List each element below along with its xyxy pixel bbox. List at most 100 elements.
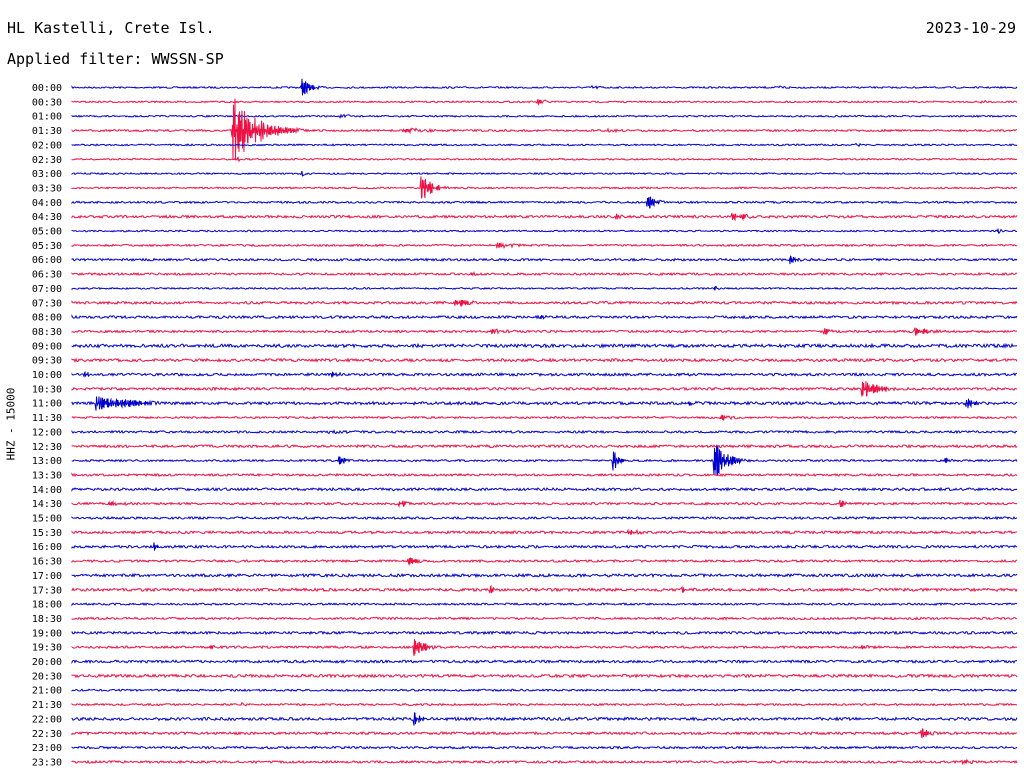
row-time-label: 11:00 (32, 399, 62, 410)
seismic-trace (71, 212, 1018, 222)
seismic-trace (71, 542, 1018, 551)
seismic-trace (71, 342, 1018, 349)
date-label: 2023-10-29 (925, 19, 1016, 37)
seismic-trace (71, 499, 1018, 509)
row-time-label: 20:30 (32, 671, 62, 682)
row-time-label: 17:30 (32, 585, 62, 596)
row-time-label: 19:00 (32, 628, 62, 639)
row-time-label: 12:30 (32, 442, 62, 453)
seismic-trace (71, 444, 1018, 476)
row-time-label: 20:00 (32, 657, 62, 668)
row-time-label: 00:00 (32, 83, 62, 94)
seismic-trace (71, 255, 1018, 265)
seismic-trace (71, 572, 1018, 579)
row-time-label: 07:00 (32, 284, 62, 295)
seismic-trace (71, 142, 1018, 148)
seismic-trace (71, 299, 1018, 308)
row-time-label: 16:30 (32, 557, 62, 568)
row-time-label: 23:00 (32, 743, 62, 754)
seismic-trace (71, 228, 1018, 234)
seismic-trace (71, 515, 1018, 521)
seismic-trace (71, 602, 1018, 607)
row-time-label: 14:00 (32, 485, 62, 496)
row-time-label: 12:00 (32, 427, 62, 438)
row-time-label: 17:00 (32, 571, 62, 582)
seismic-trace (71, 528, 1018, 536)
seismic-trace (71, 688, 1018, 693)
row-time-label: 07:30 (32, 298, 62, 309)
seismic-trace (71, 170, 1018, 177)
row-time-label: 15:00 (32, 514, 62, 525)
seismic-trace (71, 486, 1018, 493)
row-time-label: 22:00 (32, 714, 62, 725)
row-time-label: 11:30 (32, 413, 62, 424)
seismic-trace (71, 728, 1018, 739)
seismic-trace (71, 396, 1018, 411)
seismic-trace (71, 639, 1018, 657)
seismic-trace (71, 285, 1018, 291)
row-time-label: 02:30 (32, 155, 62, 166)
row-time-label: 01:00 (32, 112, 62, 123)
row-time-label: 22:30 (32, 729, 62, 740)
seismic-trace (71, 584, 1018, 594)
seismic-trace (71, 659, 1018, 665)
row-time-label: 10:00 (32, 370, 62, 381)
seismic-trace (71, 99, 1018, 106)
row-time-label: 08:00 (32, 313, 62, 324)
row-time-label: 21:00 (32, 686, 62, 697)
seismic-trace (71, 370, 1018, 378)
row-time-label: 06:00 (32, 255, 62, 266)
seismic-trace (71, 630, 1018, 636)
seismic-trace (71, 673, 1018, 679)
seismic-trace (71, 327, 1018, 336)
seismic-trace (71, 745, 1018, 750)
row-time-label: 05:00 (32, 227, 62, 238)
row-time-label: 13:30 (32, 470, 62, 481)
row-time-label: 18:00 (32, 600, 62, 611)
row-time-label: 13:00 (32, 456, 62, 467)
row-time-label: 05:30 (32, 241, 62, 252)
row-time-label: 04:30 (32, 212, 62, 223)
row-time-label: 00:30 (32, 97, 62, 108)
seismic-trace (71, 155, 1018, 163)
row-time-label: 01:30 (32, 126, 62, 137)
row-time-label: 03:30 (32, 183, 62, 194)
row-time-label: 18:30 (32, 614, 62, 625)
seismic-trace (71, 381, 1018, 397)
row-time-label: 02:00 (32, 140, 62, 151)
seismic-trace (71, 241, 1018, 250)
seismic-trace (71, 414, 1018, 422)
seismic-trace (71, 429, 1018, 435)
seismic-trace (71, 758, 1018, 766)
seismic-trace (71, 98, 1018, 160)
row-time-label: 09:30 (32, 356, 62, 367)
seismic-trace (71, 472, 1018, 478)
row-time-label: 10:30 (32, 384, 62, 395)
row-time-label: 04:00 (32, 198, 62, 209)
seismic-trace (71, 176, 1018, 199)
row-time-label: 21:30 (32, 700, 62, 711)
seismic-trace (71, 271, 1018, 277)
row-time-label: 19:30 (32, 643, 62, 654)
row-time-label: 23:30 (32, 757, 62, 768)
row-time-label: 15:30 (32, 528, 62, 539)
row-time-label: 08:30 (32, 327, 62, 338)
row-time-label: 16:00 (32, 542, 62, 553)
seismic-trace (71, 616, 1018, 621)
seismic-trace (71, 701, 1018, 707)
seismic-trace (71, 196, 1018, 209)
row-time-label: 09:00 (32, 341, 62, 352)
row-time-label: 06:30 (32, 270, 62, 281)
seismic-trace (71, 712, 1018, 726)
row-time-label: 03:00 (32, 169, 62, 180)
seismic-trace (71, 357, 1018, 363)
seismic-trace (71, 314, 1018, 320)
seismic-trace (71, 443, 1018, 449)
filter-label: Applied filter: WWSSN-SP (7, 50, 224, 68)
seismic-trace (71, 557, 1018, 567)
seismic-trace (71, 78, 1018, 96)
row-time-label: 14:30 (32, 499, 62, 510)
seismic-trace (71, 113, 1018, 119)
station-title: HL Kastelli, Crete Isl. (7, 19, 215, 37)
